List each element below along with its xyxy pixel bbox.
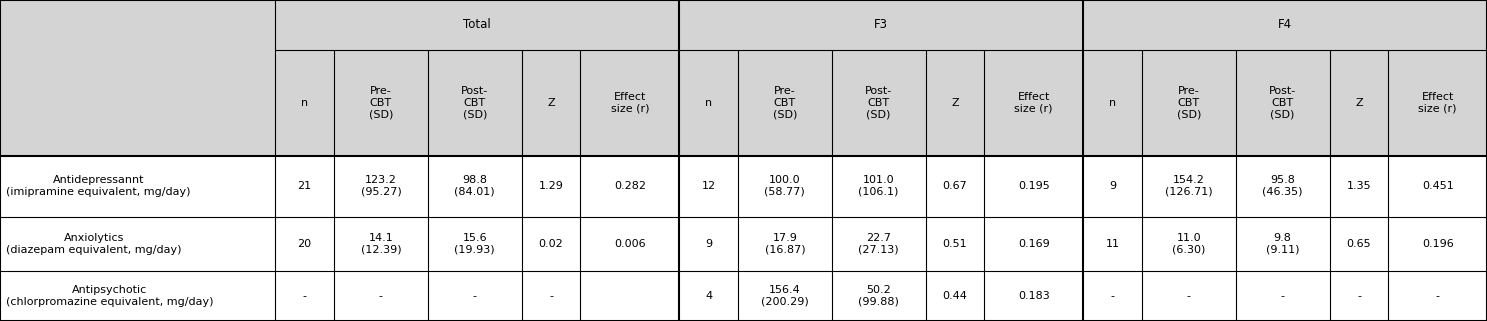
Text: Total: Total (464, 18, 491, 31)
Text: 0.169: 0.169 (1019, 239, 1050, 249)
Bar (275, 50, 335, 156)
Text: 4: 4 (705, 291, 712, 301)
Text: 0.451: 0.451 (1422, 181, 1454, 191)
Bar (580, 50, 680, 156)
Text: Pre-
CBT
(SD): Pre- CBT (SD) (369, 86, 393, 119)
Text: 0.196: 0.196 (1422, 239, 1454, 249)
Text: 100.0
(58.77): 100.0 (58.77) (764, 175, 806, 197)
Bar (1083, 0, 1487, 50)
Text: 0.65: 0.65 (1347, 239, 1371, 249)
Bar (0, 0, 275, 156)
Bar (428, 50, 522, 156)
Text: 0.02: 0.02 (538, 239, 564, 249)
Text: 9: 9 (1109, 181, 1117, 191)
Text: 98.8
(84.01): 98.8 (84.01) (455, 175, 495, 197)
Bar (1389, 50, 1487, 156)
Bar (831, 50, 925, 156)
Text: 0.195: 0.195 (1019, 181, 1050, 191)
Text: 9: 9 (705, 239, 712, 249)
Text: 0.282: 0.282 (614, 181, 645, 191)
Text: 22.7
(27.13): 22.7 (27.13) (858, 233, 900, 255)
Text: 0.51: 0.51 (943, 239, 968, 249)
Text: Post-
CBT
(SD): Post- CBT (SD) (1268, 86, 1297, 119)
Bar (1236, 50, 1329, 156)
Text: Antidepressannt
(imipramine equivalent, mg/day): Antidepressannt (imipramine equivalent, … (6, 175, 190, 197)
Text: 0.006: 0.006 (614, 239, 645, 249)
Text: Pre-
CBT
(SD): Pre- CBT (SD) (773, 86, 797, 119)
Text: Post-
CBT
(SD): Post- CBT (SD) (461, 86, 488, 119)
Text: -: - (379, 291, 382, 301)
Bar (0, 156, 1487, 217)
Text: Pre-
CBT
(SD): Pre- CBT (SD) (1176, 86, 1201, 119)
Text: n: n (300, 98, 308, 108)
Text: 154.2
(126.71): 154.2 (126.71) (1164, 175, 1212, 197)
Text: n: n (705, 98, 712, 108)
Text: Effect
size (r): Effect size (r) (611, 92, 648, 114)
Text: 0.183: 0.183 (1019, 291, 1050, 301)
Text: 1.35: 1.35 (1347, 181, 1371, 191)
Text: 11: 11 (1105, 239, 1120, 249)
Text: n: n (1109, 98, 1117, 108)
Bar (1329, 50, 1389, 156)
Text: 0.67: 0.67 (943, 181, 968, 191)
Text: Antipsychotic
(chlorpromazine equivalent, mg/day): Antipsychotic (chlorpromazine equivalent… (6, 285, 214, 307)
Text: F3: F3 (874, 18, 888, 31)
Text: 101.0
(106.1): 101.0 (106.1) (858, 175, 898, 197)
Text: 123.2
(95.27): 123.2 (95.27) (360, 175, 401, 197)
Bar (0, 271, 1487, 321)
Text: 0.44: 0.44 (943, 291, 968, 301)
Text: -: - (549, 291, 553, 301)
Bar (984, 50, 1083, 156)
Text: Z: Z (1355, 98, 1362, 108)
Text: Effect
size (r): Effect size (r) (1014, 92, 1053, 114)
Text: 95.8
(46.35): 95.8 (46.35) (1262, 175, 1303, 197)
Text: 15.6
(19.93): 15.6 (19.93) (455, 233, 495, 255)
Bar (522, 50, 580, 156)
Bar (0, 217, 1487, 271)
Text: 156.4
(200.29): 156.4 (200.29) (761, 285, 809, 307)
Text: -: - (1111, 291, 1114, 301)
Text: Z: Z (547, 98, 555, 108)
Bar (680, 50, 738, 156)
Text: Post-
CBT
(SD): Post- CBT (SD) (865, 86, 892, 119)
Text: Anxiolytics
(diazepam equivalent, mg/day): Anxiolytics (diazepam equivalent, mg/day… (6, 233, 181, 255)
Bar (1142, 50, 1236, 156)
Text: -: - (1358, 291, 1361, 301)
Text: -: - (1280, 291, 1285, 301)
Text: 12: 12 (702, 181, 715, 191)
Text: 1.29: 1.29 (538, 181, 564, 191)
Bar (275, 0, 680, 50)
Text: 17.9
(16.87): 17.9 (16.87) (764, 233, 804, 255)
Text: Effect
size (r): Effect size (r) (1419, 92, 1457, 114)
Text: 50.2
(99.88): 50.2 (99.88) (858, 285, 900, 307)
Text: 14.1
(12.39): 14.1 (12.39) (360, 233, 401, 255)
Text: -: - (302, 291, 306, 301)
Bar (680, 0, 1083, 50)
Text: F4: F4 (1277, 18, 1292, 31)
Bar (1083, 50, 1142, 156)
Text: -: - (1435, 291, 1439, 301)
Text: 20: 20 (297, 239, 312, 249)
Bar (925, 50, 984, 156)
Text: 21: 21 (297, 181, 312, 191)
Text: 9.8
(9.11): 9.8 (9.11) (1265, 233, 1300, 255)
Bar (738, 50, 831, 156)
Text: -: - (1187, 291, 1191, 301)
Text: -: - (473, 291, 477, 301)
Text: Z: Z (952, 98, 959, 108)
Text: 11.0
(6.30): 11.0 (6.30) (1172, 233, 1206, 255)
Bar (335, 50, 428, 156)
